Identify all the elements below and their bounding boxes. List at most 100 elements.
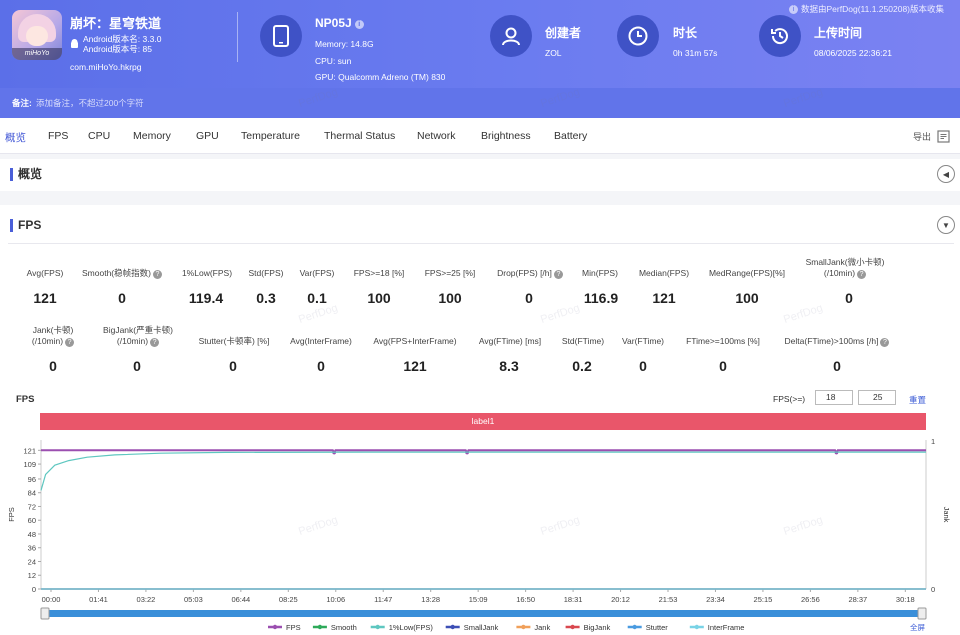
metric-label: Median(FPS) (638, 268, 690, 278)
x-tick-label: 23:34 (706, 595, 725, 604)
tab-brightness[interactable]: Brightness (481, 130, 531, 142)
metric-label: Avg(InterFrame) (290, 336, 352, 346)
help-icon[interactable]: ? (150, 338, 160, 347)
legend-item: Stutter (646, 623, 669, 632)
metric-value: 116.9 (583, 290, 619, 306)
legend-item: BigJank (584, 623, 611, 632)
y-tick-label: 96 (28, 475, 36, 484)
chart-title: FPS (16, 394, 35, 405)
help-icon[interactable]: ? (880, 338, 890, 347)
y-tick-label: 36 (28, 544, 36, 553)
metric-label: FTime>=100ms [%] (686, 336, 760, 346)
x-tick-label: 15:09 (469, 595, 488, 604)
duration-value: 0h 31m 57s (673, 48, 718, 58)
zoom-slider-track (41, 610, 926, 617)
overview-title: 概览 (10, 168, 42, 181)
tab-memory[interactable]: Memory (133, 130, 171, 142)
x-tick-label: 20:12 (611, 595, 630, 604)
x-tick-label: 26:56 (801, 595, 820, 604)
android-icon (71, 39, 78, 48)
metric-label: MedRange(FPS)[%] (708, 268, 786, 278)
metric-label: Smooth(稳帧指数)? (76, 268, 168, 279)
help-icon[interactable]: ? (857, 270, 867, 279)
note-label: 备注: (12, 98, 32, 108)
legend-swatch-dot (317, 624, 323, 630)
metric-label: SmallJank(微小卡顿) (/10min)? (805, 257, 885, 279)
x-tick-label: 08:25 (279, 595, 298, 604)
help-icon[interactable]: ? (152, 270, 162, 279)
metric-label: Avg(FTime) [ms] (478, 336, 542, 346)
metric-value: 0.2 (572, 358, 592, 374)
zoom-slider-handle-right (917, 607, 927, 620)
legend-swatch-dot (521, 624, 526, 630)
label-bar[interactable]: label1 (40, 413, 926, 430)
creator-title: 创建者 (545, 26, 582, 40)
legend-swatch-dot (632, 624, 637, 630)
overview-collapse-toggle[interactable]: ◀ (937, 165, 955, 183)
x-tick-label: 05:03 (184, 595, 203, 604)
legend-item: Smooth (331, 623, 357, 632)
tab-gpu[interactable]: GPU (196, 130, 219, 142)
fps-threshold-input-1[interactable]: 18 (815, 390, 853, 405)
tab-thermal-status[interactable]: Thermal Status (324, 130, 396, 142)
info-icon[interactable]: i (354, 20, 364, 29)
metric-label: Stutter(卡顿率) [%] (198, 336, 270, 346)
x-tick-label: 28:37 (848, 595, 867, 604)
metric-label: Drop(FPS) [/h]? (490, 268, 570, 279)
metric-value: 100 (735, 290, 759, 306)
x-tick-label: 06:44 (231, 595, 250, 604)
tab-overview[interactable]: 概览 (5, 132, 26, 144)
y2-tick-label: 0 (931, 585, 935, 594)
legend-item: InterFrame (708, 623, 745, 632)
metric-value: 0 (49, 358, 57, 374)
legend-swatch-dot (272, 624, 278, 630)
metric-value: 0 (133, 358, 141, 374)
metric-value: 119.4 (188, 290, 224, 306)
fps-threshold-input-2[interactable]: 25 (858, 390, 896, 405)
reset-button[interactable]: 重置 (909, 395, 927, 405)
fps-threshold-label: FPS(>=) (773, 394, 806, 404)
help-icon[interactable]: ? (65, 338, 75, 347)
help-icon[interactable]: ? (553, 270, 563, 279)
device-name: NP05J i (315, 16, 364, 30)
metric-label: FPS>=25 [%] (424, 268, 476, 278)
metric-label: Avg(FPS+InterFrame) (373, 336, 457, 346)
tab-cpu[interactable]: CPU (88, 130, 111, 142)
y2-tick-label: 1 (931, 437, 935, 446)
tab-network[interactable]: Network (417, 130, 456, 142)
metric-label: Avg(FPS) (26, 268, 64, 278)
metric-label: Jank(卡顿) (/10min)? (31, 325, 75, 347)
x-tick-label: 21:53 (659, 595, 678, 604)
metric-value: 0 (719, 358, 727, 374)
x-tick-label: 25:15 (754, 595, 773, 604)
metric-value: 121 (652, 290, 676, 306)
tab-temperature[interactable]: Temperature (241, 130, 300, 142)
x-tick-label: 00:00 (42, 595, 61, 604)
y-tick-label: 60 (28, 516, 36, 525)
upload-title: 上传时间 (814, 26, 863, 40)
perfdog-version-note: i 数据由PerfDog(11.1.250208)版本收集 (786, 3, 944, 15)
creator-value: ZOL (545, 48, 562, 58)
fullscreen-button[interactable]: 全屏 (910, 622, 925, 632)
device-gpu: GPU: Qualcomm Adreno (TM) 830 (315, 72, 446, 82)
note-input[interactable]: 添加备注，不超过200个字符 (36, 98, 144, 108)
fps-collapse-toggle[interactable]: ▼ (937, 216, 955, 234)
fps-chart[interactable]: 0 12 24 36 48 60 72 84 96 109 121 1 0 FPS Jank 00:00 01:… (0, 432, 960, 635)
app-icon-caption: miHoYo (12, 48, 62, 60)
zoom-slider-handle-left (40, 607, 50, 620)
metric-value: 0 (639, 358, 647, 374)
metric-label: Min(FPS) (582, 268, 618, 278)
metric-value: 100 (438, 290, 462, 306)
metric-value: 0 (525, 290, 533, 306)
legend-item: 1%Low(FPS) (389, 623, 434, 632)
tab-battery[interactable]: Battery (554, 130, 588, 142)
info-icon: i (789, 5, 799, 14)
export-button[interactable]: 导出 (913, 130, 950, 143)
x-tick-label: 18:31 (564, 595, 583, 604)
y-tick-label: 12 (28, 571, 36, 580)
metric-label: BigJank(严重卡顿) (/10min)? (103, 325, 173, 347)
metric-value: 0 (845, 290, 853, 306)
y-tick-label: 24 (28, 557, 36, 566)
fps-section-title: FPS (10, 219, 41, 232)
tab-fps[interactable]: FPS (48, 130, 69, 142)
